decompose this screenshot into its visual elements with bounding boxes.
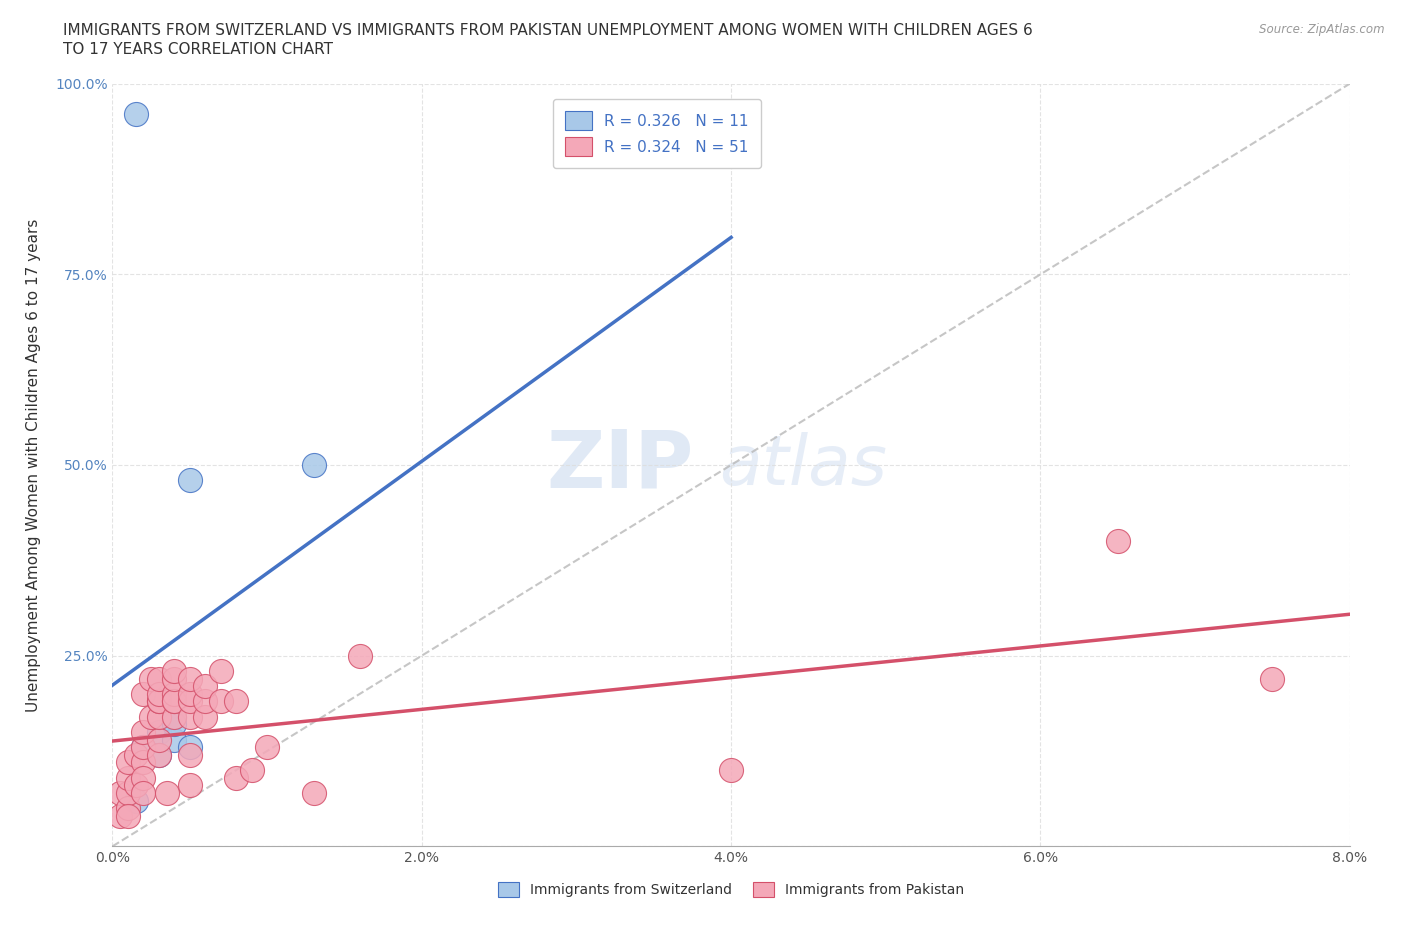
Point: [148, 748, 170, 763]
Text: atlas: atlas: [718, 432, 887, 498]
Point: [124, 107, 148, 122]
Point: [117, 801, 139, 816]
Point: [179, 710, 201, 724]
Point: [117, 808, 139, 823]
Point: [132, 739, 155, 754]
Point: [124, 748, 148, 763]
Point: [148, 694, 170, 709]
Text: ZIP: ZIP: [547, 426, 695, 504]
Point: [179, 748, 201, 763]
Point: [132, 770, 155, 785]
Point: [194, 679, 217, 694]
Point: [179, 694, 201, 709]
Point: [179, 671, 201, 686]
Point: [225, 770, 247, 785]
Point: [163, 710, 186, 724]
Point: [163, 694, 186, 709]
Point: [302, 458, 325, 472]
Point: [209, 694, 232, 709]
Point: [349, 648, 371, 663]
Point: [179, 739, 201, 754]
Point: [225, 694, 247, 709]
Point: [117, 755, 139, 770]
Point: [163, 694, 186, 709]
Point: [163, 710, 186, 724]
Point: [117, 770, 139, 785]
Point: [148, 686, 170, 701]
Text: TO 17 YEARS CORRELATION CHART: TO 17 YEARS CORRELATION CHART: [63, 42, 333, 57]
Point: [209, 663, 232, 678]
Point: [124, 777, 148, 792]
Point: [179, 686, 201, 701]
Point: [117, 786, 139, 801]
Point: [163, 663, 186, 678]
Point: [141, 710, 163, 724]
Text: IMMIGRANTS FROM SWITZERLAND VS IMMIGRANTS FROM PAKISTAN UNEMPLOYMENT AMONG WOMEN: IMMIGRANTS FROM SWITZERLAND VS IMMIGRANT…: [63, 23, 1033, 38]
Point: [720, 763, 742, 777]
Point: [163, 717, 186, 732]
Point: [163, 686, 186, 701]
Point: [256, 739, 278, 754]
Point: [302, 786, 325, 801]
Point: [148, 710, 170, 724]
Point: [124, 793, 148, 808]
Point: [179, 777, 201, 792]
Y-axis label: Unemployment Among Women with Children Ages 6 to 17 years: Unemployment Among Women with Children A…: [27, 219, 41, 711]
Point: [132, 739, 155, 754]
Point: [132, 786, 155, 801]
Legend: Immigrants from Switzerland, Immigrants from Pakistan: Immigrants from Switzerland, Immigrants …: [491, 875, 972, 904]
Point: [132, 724, 155, 739]
Point: [163, 732, 186, 747]
Point: [1107, 534, 1129, 549]
Point: [148, 671, 170, 686]
Text: Source: ZipAtlas.com: Source: ZipAtlas.com: [1260, 23, 1385, 36]
Point: [179, 472, 201, 487]
Point: [148, 748, 170, 763]
Point: [155, 786, 177, 801]
Point: [110, 808, 132, 823]
Point: [1261, 671, 1284, 686]
Point: [132, 755, 155, 770]
Point: [110, 786, 132, 801]
Point: [141, 671, 163, 686]
Point: [194, 694, 217, 709]
Point: [148, 732, 170, 747]
Point: [148, 724, 170, 739]
Point: [163, 671, 186, 686]
Point: [240, 763, 263, 777]
Point: [148, 694, 170, 709]
Point: [132, 686, 155, 701]
Point: [194, 710, 217, 724]
